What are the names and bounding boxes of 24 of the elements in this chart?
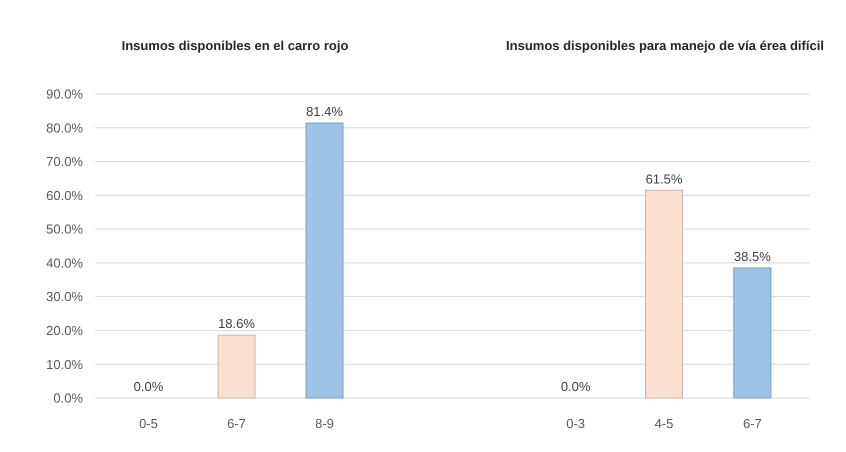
chart-title: Insumos disponibles para manejo de vía érea difícil [506,38,824,53]
y-tick-label: 80.0% [46,120,84,136]
x-tick-label: 0-5 [139,416,158,431]
y-tick-label: 20.0% [46,322,84,338]
x-tick-label: 6-7 [742,416,762,431]
x-tick-label: 8-9 [315,416,334,431]
x-tick-label: 6-7 [227,416,246,431]
y-tick-label: 60.0% [46,188,84,203]
y-tick-label: 40.0% [46,255,84,270]
y-tick-label: 90.0% [46,86,84,102]
data-label: 0.0% [560,379,591,394]
data-label: 18.6% [218,316,256,332]
x-tick-label: 0-3 [566,416,586,431]
y-tick-label: 0.0% [53,390,84,406]
data-label: 61.5% [646,171,683,186]
data-label: 38.5% [734,248,772,264]
y-tick-label: 30.0% [46,289,84,304]
y-tick-label: 50.0% [46,222,84,237]
data-label: 0.0% [134,379,164,394]
x-tick-label: 4-5 [654,416,674,431]
chart-title: Insumos disponibles en el carro rojo [122,38,348,53]
data-label: 81.4% [306,104,344,120]
y-tick-label: 10.0% [46,356,84,372]
y-tick-label: 70.0% [46,154,84,170]
